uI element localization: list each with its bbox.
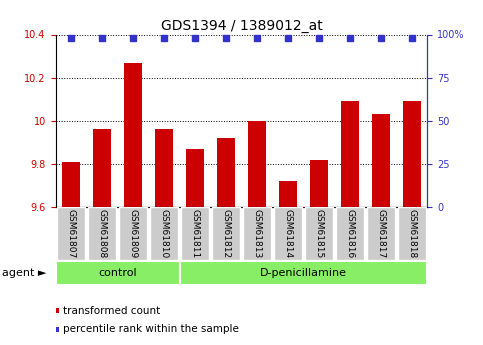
Text: GSM61813: GSM61813: [253, 209, 261, 258]
Bar: [56, 261, 180, 285]
Text: GSM61810: GSM61810: [159, 209, 169, 258]
Bar: [248, 121, 266, 207]
Bar: [217, 138, 235, 207]
Bar: [341, 101, 359, 207]
Text: transformed count: transformed count: [63, 306, 160, 315]
Bar: [274, 207, 301, 260]
Bar: [279, 181, 297, 207]
Bar: [119, 207, 147, 260]
Text: GSM61817: GSM61817: [376, 209, 385, 258]
Bar: [88, 207, 115, 260]
Text: GSM61807: GSM61807: [67, 209, 75, 258]
Text: GSM61814: GSM61814: [284, 209, 293, 258]
Bar: [403, 101, 421, 207]
Text: GSM61809: GSM61809: [128, 209, 138, 258]
Bar: [398, 207, 426, 260]
Bar: [155, 129, 173, 207]
Bar: [57, 207, 85, 260]
Bar: [150, 207, 178, 260]
Bar: [182, 207, 209, 260]
Text: control: control: [98, 268, 137, 278]
Text: GSM61816: GSM61816: [345, 209, 355, 258]
Bar: [186, 149, 204, 207]
Title: GDS1394 / 1389012_at: GDS1394 / 1389012_at: [161, 19, 322, 33]
Bar: [310, 159, 328, 207]
Text: percentile rank within the sample: percentile rank within the sample: [63, 325, 239, 334]
Text: GSM61808: GSM61808: [98, 209, 107, 258]
Text: agent ►: agent ►: [2, 268, 47, 278]
Bar: [368, 207, 395, 260]
Text: D-penicillamine: D-penicillamine: [260, 268, 347, 278]
Text: GSM61812: GSM61812: [222, 209, 230, 258]
Bar: [336, 207, 364, 260]
Bar: [305, 207, 333, 260]
Bar: [124, 62, 142, 207]
Bar: [243, 207, 270, 260]
Text: GSM61818: GSM61818: [408, 209, 416, 258]
Bar: [93, 129, 112, 207]
Bar: [213, 207, 240, 260]
Text: GSM61815: GSM61815: [314, 209, 324, 258]
Bar: [180, 261, 427, 285]
Bar: [62, 162, 80, 207]
Text: GSM61811: GSM61811: [190, 209, 199, 258]
Bar: [372, 114, 390, 207]
